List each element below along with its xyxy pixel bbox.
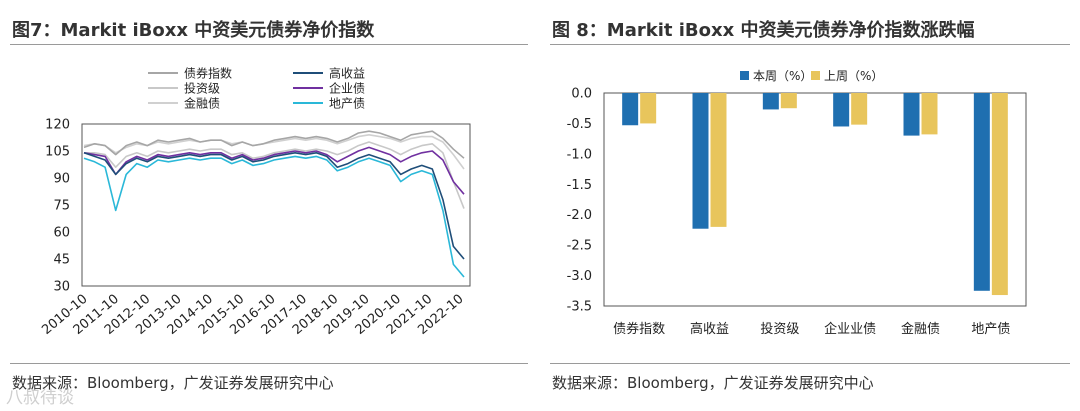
bar-0-0	[622, 93, 639, 126]
bar-1-2	[780, 93, 797, 109]
bar-y-tick-2: -1.0	[567, 147, 592, 162]
line-y-tick-5: 105	[45, 145, 70, 160]
bar-legend-swatch-0	[740, 71, 749, 80]
line-series-债券指数	[83, 130, 465, 159]
line-y-tick-1: 45	[53, 253, 70, 268]
bar-0-5	[973, 93, 990, 291]
bar-legend-label-1: 上周（%）	[824, 69, 883, 83]
line-legend-label-0: 债券指数	[184, 66, 232, 81]
line-series-地产债	[83, 155, 465, 278]
bar-y-tick-6: -3.0	[567, 269, 592, 284]
line-chart: 30456075901051202010-102011-102012-10201…	[39, 66, 471, 338]
bar-y-tick-4: -2.0	[567, 208, 592, 223]
watermark: 八叔待谈	[6, 388, 74, 408]
line-legend-label-4: 金融债	[184, 96, 220, 111]
bar-category-1: 高收益	[690, 321, 729, 337]
bar-0-2	[762, 93, 779, 110]
right-source: 数据来源：Bloomberg，广发证券发展研究中心	[552, 374, 874, 392]
left-source-rule	[10, 363, 528, 364]
line-legend-label-2: 投资级	[184, 81, 220, 96]
line-y-tick-0: 30	[53, 280, 70, 295]
line-series-企业债	[83, 146, 465, 195]
bar-y-tick-3: -1.5	[567, 178, 592, 193]
left-source: 数据来源：Bloomberg，广发证券发展研究中心	[12, 374, 334, 392]
line-series-投资级	[84, 141, 465, 209]
bar-legend-swatch-1	[811, 71, 820, 80]
left-title-rule	[10, 44, 528, 45]
bar-category-5: 地产债	[971, 322, 1010, 337]
bar-plot-frame	[603, 92, 1027, 307]
right-panel-title: 图 8：Markit iBoxx 中资美元债券净价指数涨跌幅	[552, 20, 975, 41]
bar-1-5	[991, 93, 1008, 296]
bar-1-1	[710, 93, 727, 227]
bar-0-3	[833, 93, 850, 127]
line-y-tick-4: 90	[53, 172, 70, 187]
line-y-tick-3: 75	[53, 199, 70, 214]
bar-1-4	[921, 93, 938, 135]
bar-1-3	[851, 93, 868, 125]
bar-category-4: 金融债	[901, 321, 940, 337]
bar-1-0	[640, 93, 657, 124]
bar-y-tick-5: -2.5	[567, 239, 592, 254]
bar-legend-label-0: 本周（%）	[753, 69, 812, 83]
bar-chart: 0.0 -0.5 -1.0 -1.5 -2.0 -2.5 -3.0 -3.5 债券指数 高收益 投资…	[567, 69, 1027, 337]
left-panel-title: 图7：Markit iBoxx 中资美元债券净价指数	[12, 20, 375, 41]
bar-y-tick-7: -3.5	[567, 300, 592, 315]
line-plot-frame	[81, 123, 471, 287]
bar-y-tick-1: -0.5	[567, 117, 592, 132]
bar-0-1	[692, 93, 709, 229]
line-y-tick-2: 60	[53, 226, 70, 241]
bar-0-4	[903, 93, 920, 136]
line-legend-label-1: 高收益	[329, 66, 365, 81]
line-legend-label-5: 地产债	[329, 97, 365, 111]
right-title-rule	[550, 44, 1070, 45]
line-y-tick-6: 120	[45, 118, 70, 133]
right-source-rule	[550, 363, 1070, 364]
line-series-高收益	[83, 152, 465, 260]
right-panel: 图 8：Markit iBoxx 中资美元债券净价指数涨跌幅 0.0 -0.5 -1…	[542, 0, 1080, 411]
line-legend-label-3: 企业债	[329, 81, 365, 96]
bar-y-tick-0: 0.0	[571, 87, 592, 102]
left-panel: 图7：Markit iBoxx 中资美元债券净价指数 30 45 60 75 90 105…	[0, 0, 536, 411]
bar-category-2: 投资级	[760, 321, 799, 337]
bar-category-3: 企业业债	[824, 321, 876, 337]
bar-category-0: 债券指数	[613, 321, 665, 337]
